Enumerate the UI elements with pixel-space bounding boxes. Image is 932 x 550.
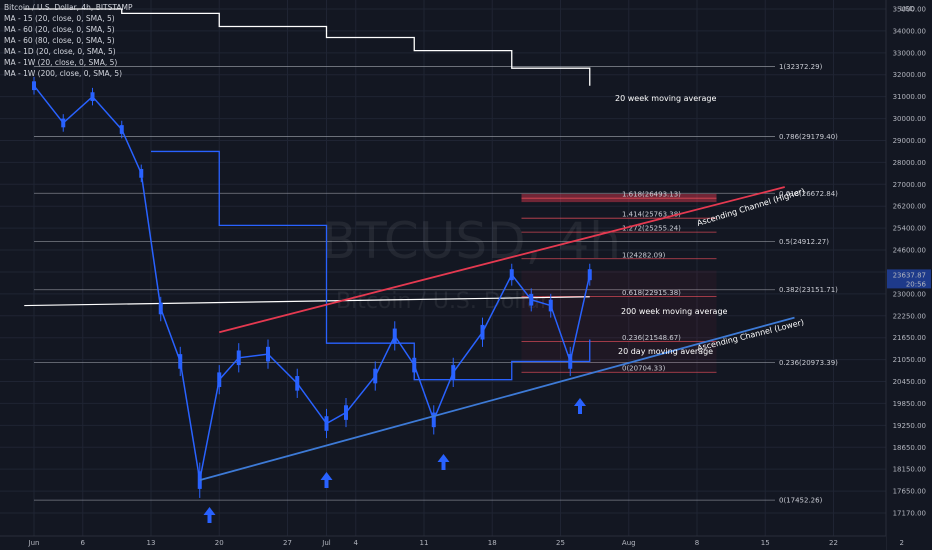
legend-title: Bitcoin / U.S. Dollar, 4h, BITSTAMP xyxy=(4,3,133,12)
y-tick-label: 35000.00 xyxy=(893,6,926,14)
moving-averages xyxy=(24,8,591,381)
fib-level-label: 1(32372.29) xyxy=(779,63,823,71)
channels[interactable] xyxy=(199,186,795,481)
x-tick-label: Jul xyxy=(321,539,331,547)
legend-indicator[interactable]: MA - 60 (20, close, 0, SMA, 5) xyxy=(4,25,115,34)
x-tick-label: 15 xyxy=(761,539,770,547)
x-tick-label: 2 xyxy=(900,539,904,547)
time-axis[interactable]: Jun 6 13 20 27 Jul 4 11 18 25 Aug 8 15 22 2 xyxy=(0,535,904,550)
channel-line xyxy=(219,186,785,334)
price-line xyxy=(33,85,591,481)
up-arrow-icon xyxy=(320,472,333,488)
x-tick-label: 18 xyxy=(488,539,497,547)
legend-indicator[interactable]: MA - 1W (20, close, 0, SMA, 5) xyxy=(4,58,118,67)
y-tick-label: 24600.00 xyxy=(893,247,926,255)
x-tick-label: 13 xyxy=(147,539,156,547)
y-tick-label: 33000.00 xyxy=(893,49,926,57)
y-tick-label: 34000.00 xyxy=(893,27,926,35)
y-tick-label: 32000.00 xyxy=(893,71,926,79)
y-tick-label: 30000.00 xyxy=(893,115,926,123)
fib-level-label: 0.786(29179.40) xyxy=(779,133,838,141)
x-tick-label: 4 xyxy=(354,539,359,547)
x-tick-label: 11 xyxy=(420,539,429,547)
up-arrow-icon xyxy=(574,398,586,414)
fib-ext-label: 1.272(25255.24) xyxy=(622,225,681,233)
up-arrows xyxy=(203,398,586,523)
legend-indicator[interactable]: MA - 1D (20, close, 0, SMA, 5) xyxy=(4,47,116,56)
y-tick-label: 29000.00 xyxy=(893,137,926,145)
y-tick-label: 17170.00 xyxy=(893,510,926,518)
y-tick-label: 22250.00 xyxy=(893,312,926,320)
chart-legend: Bitcoin / U.S. Dollar, 4h, BITSTAMP MA -… xyxy=(4,2,133,79)
x-tick-label: Jun xyxy=(28,539,40,547)
up-arrow-icon xyxy=(203,507,216,523)
x-tick-label: Aug xyxy=(622,539,636,547)
legend-indicator[interactable]: MA - 15 (20, close, 0, SMA, 5) xyxy=(4,14,115,23)
last-price-countdown: 20:56 xyxy=(906,280,927,288)
candle-body xyxy=(32,81,36,91)
channel-line xyxy=(199,316,795,481)
y-tick-label: 18150.00 xyxy=(893,466,926,474)
x-tick-label: 6 xyxy=(81,539,86,547)
y-tick-label: 31000.00 xyxy=(893,93,926,101)
y-tick-label: 21650.00 xyxy=(893,334,926,342)
currency-label: USD xyxy=(900,5,915,13)
fib-level-label: 0(17452.26) xyxy=(779,497,823,505)
fib-level-label: 0.618(26672.84) xyxy=(779,190,838,198)
fib-ext-label: 0(20704.33) xyxy=(622,365,666,373)
time-axis-bg xyxy=(0,536,886,550)
x-tick-label: 22 xyxy=(829,539,838,547)
y-tick-label: 18650.00 xyxy=(893,444,926,452)
label-20d-ma: 20 day moving average xyxy=(618,347,713,356)
y-tick-label: 25400.00 xyxy=(893,225,926,233)
y-tick-label: 20450.00 xyxy=(893,378,926,386)
y-tick-label: 21050.00 xyxy=(893,356,926,364)
watermark-name: Bitcoin / U.S. Dollar xyxy=(336,289,550,314)
legend-indicator[interactable]: MA - 1W (200, close, 0, SMA, 5) xyxy=(4,69,123,78)
y-tick-label: 17650.00 xyxy=(893,488,926,496)
label-20w-ma: 20 week moving average xyxy=(615,94,716,103)
last-price-value: 23637.87 xyxy=(893,271,926,279)
y-tick-label: 28000.00 xyxy=(893,159,926,167)
y-tick-label: 19850.00 xyxy=(893,400,926,408)
fib-ext-label: 0.618(22915.38) xyxy=(622,289,681,297)
y-tick-label: 27000.00 xyxy=(893,181,926,189)
fib-level-label: 0.236(20973.39) xyxy=(779,359,838,367)
fib-extension[interactable]: 1.618(26493.13) 1.414(25763.38) 1.272(2525… xyxy=(521,191,717,373)
fib-ext-label: 1(24282.09) xyxy=(622,251,666,259)
x-tick-label: 25 xyxy=(556,539,565,547)
fib-level-label: 0.5(24912.27) xyxy=(779,238,829,246)
y-tick-label: 19250.00 xyxy=(893,422,926,430)
up-arrow-icon xyxy=(437,454,450,470)
x-tick-label: 8 xyxy=(695,539,699,547)
ma-line xyxy=(24,8,591,86)
fib-ext-band xyxy=(521,270,717,373)
last-price-badge xyxy=(887,269,931,289)
legend-indicator[interactable]: MA - 60 (80, close, 0, SMA, 5) xyxy=(4,36,115,45)
x-tick-label: 20 xyxy=(215,539,224,547)
x-tick-label: 27 xyxy=(283,539,292,547)
y-tick-label: 23000.00 xyxy=(893,290,926,298)
ma-line xyxy=(24,296,590,307)
candle-body xyxy=(587,269,592,281)
fib-level-label: 0.382(23151.71) xyxy=(779,286,838,294)
ma-line xyxy=(151,150,591,381)
fib-ext-label: 1.618(26493.13) xyxy=(622,191,681,199)
label-200w-ma: 200 week moving average xyxy=(621,307,728,316)
y-tick-label: 26200.00 xyxy=(893,203,926,211)
fib-ext-label: 1.414(25763.38) xyxy=(622,211,681,219)
fib-ext-label: 0.236(21548.67) xyxy=(622,334,681,342)
